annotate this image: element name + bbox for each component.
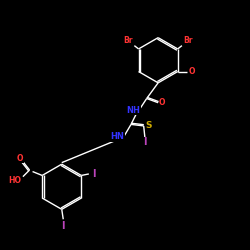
Text: I: I [143, 137, 147, 147]
Text: O: O [17, 154, 23, 163]
Text: HN: HN [110, 132, 124, 141]
Text: I: I [92, 169, 96, 179]
Text: O: O [188, 67, 195, 76]
Text: Br: Br [124, 36, 133, 45]
Text: I: I [62, 221, 65, 231]
Text: NH: NH [126, 106, 140, 115]
Text: O: O [159, 98, 166, 107]
Text: S: S [145, 122, 152, 130]
Text: HO: HO [8, 176, 21, 185]
Text: Br: Br [183, 36, 193, 45]
